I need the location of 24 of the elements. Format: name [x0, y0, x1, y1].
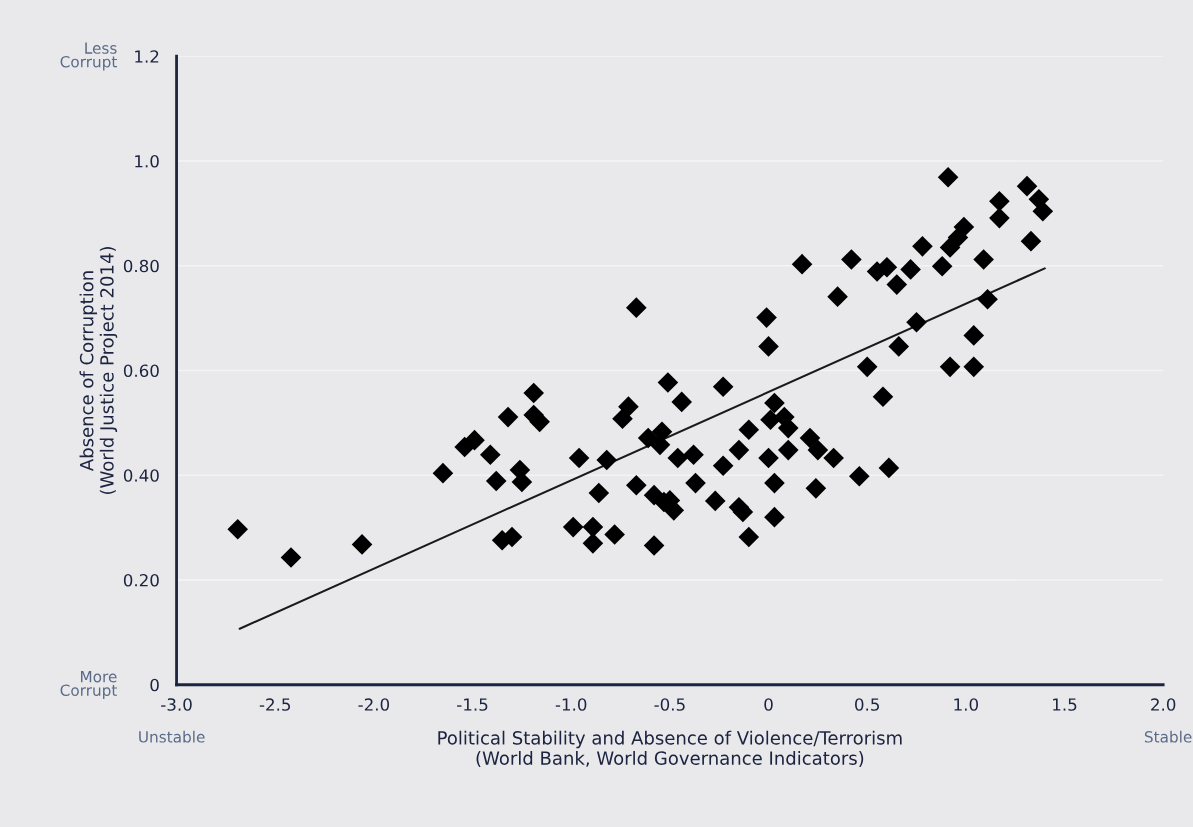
x-tick-label: -0.5 [654, 698, 685, 711]
x-tick-label: -2.0 [358, 698, 390, 711]
x-tick-label: 1.5 [1053, 698, 1077, 711]
y-axis-title: Absence of Corruption (World Justice Project 2014) [79, 247, 118, 494]
y-tick-label: 1.2 [135, 50, 159, 63]
x-tick-label: 0 [764, 698, 773, 711]
x-tick-label: -2.5 [259, 698, 291, 711]
text: Stable [1144, 730, 1192, 743]
x-tick-label: 2.0 [1151, 698, 1176, 711]
y-tick-label: 0.40 [123, 469, 159, 482]
y-tick-label: 0 [150, 678, 159, 692]
y-tick-label: 1.0 [135, 154, 159, 168]
x-axis-title: Political Stability and Absence of Violence/Terrorism (World Bank, World Governance Indicators) [438, 730, 902, 768]
text: More Corrupt [60, 671, 117, 699]
text: Less Corrupt [60, 42, 117, 71]
x-tick-label: 0.5 [855, 698, 879, 711]
text: Unstable [139, 730, 205, 743]
x-tick-label: -1.0 [555, 698, 587, 711]
y-tick-label: 0.20 [123, 573, 159, 587]
y-tick-label: 0.80 [123, 259, 159, 273]
x-tick-label: -1.5 [457, 698, 488, 711]
y-tick-label: 0.60 [123, 364, 159, 378]
x-tick-label: 1.0 [954, 698, 978, 711]
x-tick-label: -3.0 [161, 698, 192, 711]
